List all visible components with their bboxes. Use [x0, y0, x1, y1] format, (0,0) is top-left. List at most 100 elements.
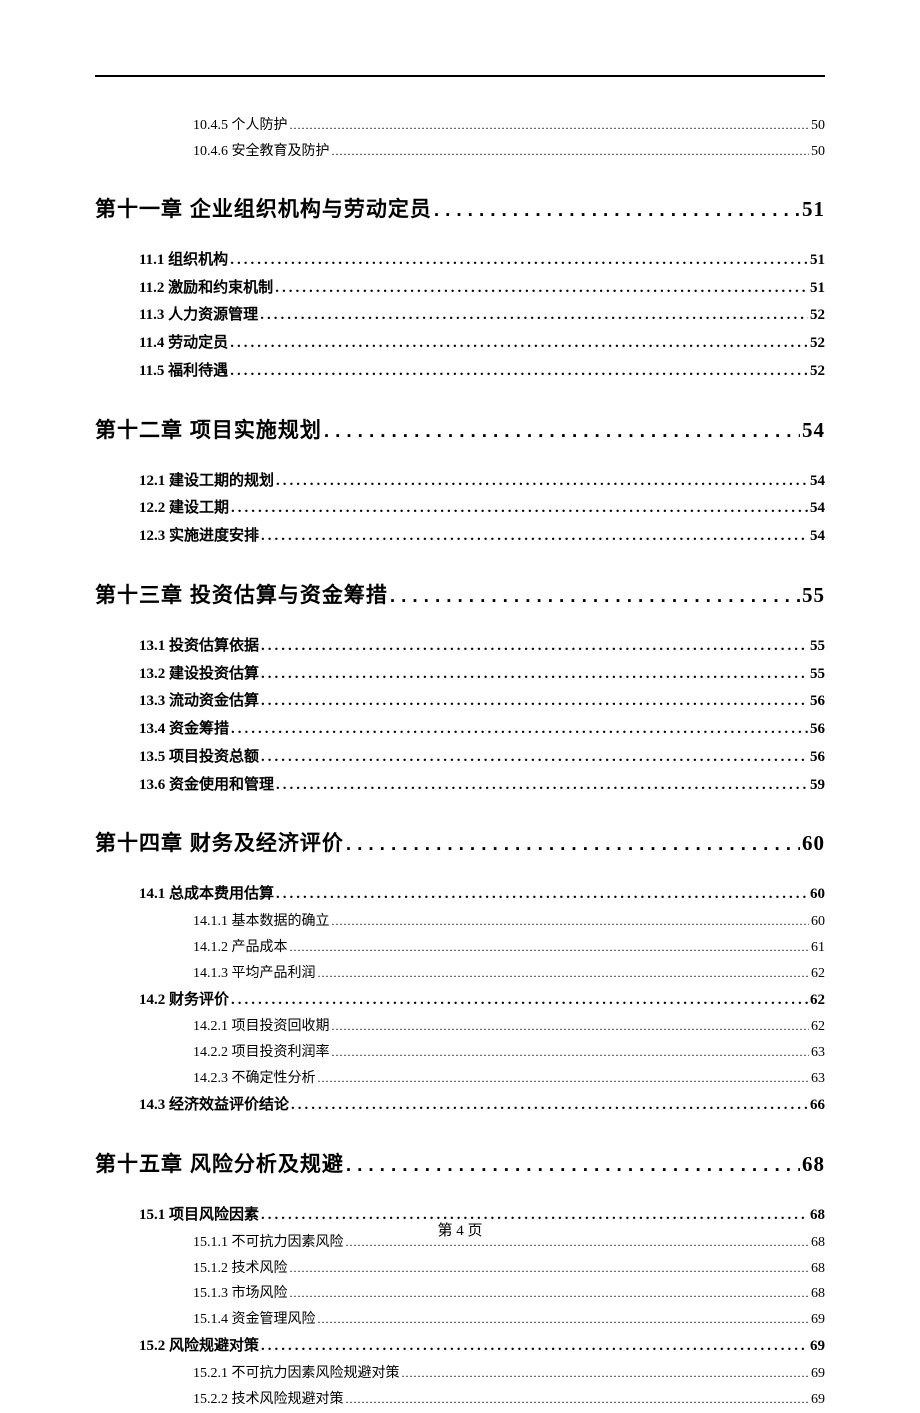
- toc-entry-subsection: 15.2.1 不可抗力因素风险规避对策.....................…: [193, 1361, 825, 1387]
- toc-entry-subsection: 14.2.1 项目投资回收期..........................…: [193, 1014, 825, 1040]
- toc-entry-chapter: 第十一章 企业组织机构与劳动定员........................…: [95, 193, 825, 223]
- toc-entry-subsection: 14.1.1 基本数据的确立..........................…: [193, 909, 825, 935]
- toc-leader-dots: ........................................…: [402, 1362, 810, 1384]
- toc-leader-dots: ........................................…: [332, 910, 810, 932]
- toc-entry-label: 第十二章 项目实施规划: [95, 414, 322, 444]
- toc-entry-section: 13.3 流动资金估算.............................…: [139, 688, 825, 716]
- toc-entry-label: 10.4.6 安全教育及防护: [193, 139, 330, 165]
- toc-entry-page: 54: [810, 523, 825, 551]
- toc-entry-subsection: 14.2.3 不确定性分析...........................…: [193, 1066, 825, 1092]
- toc-entry-label: 15.2.2 技术风险规避对策: [193, 1387, 344, 1413]
- toc-entry-subsection: 15.1.2 技术风险.............................…: [193, 1256, 825, 1282]
- toc-entry-section: 12.3 实施进度安排.............................…: [139, 523, 825, 551]
- toc-entry-page: 52: [810, 330, 825, 358]
- toc-leader-dots: ........................................…: [231, 716, 808, 744]
- toc-leader-dots: ........................................…: [324, 421, 800, 443]
- toc-entry-label: 12.2 建设工期: [139, 495, 229, 523]
- toc-entry-page: 52: [810, 302, 825, 330]
- toc-entry-page: 61: [811, 935, 825, 961]
- toc-leader-dots: ........................................…: [332, 1041, 810, 1063]
- toc-entry-label: 13.4 资金筹措: [139, 716, 229, 744]
- toc-entry-section: 11.5 福利待遇...............................…: [139, 358, 825, 386]
- toc-entry-page: 62: [811, 961, 825, 987]
- toc-leader-dots: ........................................…: [231, 987, 808, 1015]
- toc-leader-dots: ........................................…: [390, 586, 800, 608]
- toc-entry-page: 62: [810, 987, 825, 1015]
- toc-leader-dots: ........................................…: [276, 772, 808, 800]
- toc-entry-label: 14.1 总成本费用估算: [139, 881, 274, 909]
- toc-entry-label: 12.3 实施进度安排: [139, 523, 259, 551]
- toc-entry-section: 11.3 人力资源管理.............................…: [139, 302, 825, 330]
- toc-leader-dots: ........................................…: [318, 962, 810, 984]
- toc-entry-chapter: 第十四章 财务及经济评价............................…: [95, 827, 825, 857]
- toc-leader-dots: ........................................…: [261, 688, 808, 716]
- toc-leader-dots: ........................................…: [434, 200, 800, 222]
- toc-entry-section: 11.4 劳动定员...............................…: [139, 330, 825, 358]
- toc-entry-label: 14.2.3 不确定性分析: [193, 1066, 316, 1092]
- toc-entry-page: 69: [811, 1361, 825, 1387]
- toc-entry-section: 15.2 风险规避对策.............................…: [139, 1333, 825, 1361]
- toc-entry-page: 68: [811, 1256, 825, 1282]
- toc-entry-page: 56: [810, 688, 825, 716]
- toc-entry-subsection: 15.1.3 市场风险.............................…: [193, 1281, 825, 1307]
- toc-entry-page: 51: [810, 247, 825, 275]
- toc-leader-dots: ........................................…: [230, 247, 808, 275]
- toc-leader-dots: ........................................…: [291, 1092, 808, 1120]
- toc-entry-section: 11.1 组织机构...............................…: [139, 247, 825, 275]
- toc-leader-dots: ........................................…: [261, 1333, 808, 1361]
- toc-entry-page: 69: [811, 1307, 825, 1333]
- toc-entry-label: 14.1.2 产品成本: [193, 935, 288, 961]
- toc-leader-dots: ........................................…: [261, 523, 808, 551]
- toc-entry-label: 14.2.2 项目投资利润率: [193, 1040, 330, 1066]
- toc-entry-page: 60: [810, 881, 825, 909]
- toc-entry-subsection: 14.2.2 项目投资利润率..........................…: [193, 1040, 825, 1066]
- toc-entry-page: 54: [802, 418, 825, 443]
- toc-entry-section: 13.2 建设投资估算.............................…: [139, 661, 825, 689]
- header-rule: [95, 75, 825, 77]
- toc-entry-label: 15.2 风险规避对策: [139, 1333, 259, 1361]
- toc-leader-dots: ........................................…: [290, 1257, 810, 1279]
- table-of-contents: 10.4.5 个人防护.............................…: [95, 113, 825, 1413]
- toc-entry-page: 54: [810, 495, 825, 523]
- toc-entry-section: 13.1 投资估算依据.............................…: [139, 633, 825, 661]
- toc-entry-section: 11.2 激励和约束机制............................…: [139, 275, 825, 303]
- toc-leader-dots: ........................................…: [261, 744, 808, 772]
- toc-entry-page: 59: [810, 772, 825, 800]
- toc-entry-section: 14.2 财务评价...............................…: [139, 987, 825, 1015]
- toc-entry-subsection: 10.4.5 个人防护.............................…: [193, 113, 825, 139]
- toc-entry-subsection: 15.1.4 资金管理风险...........................…: [193, 1307, 825, 1333]
- toc-entry-label: 15.1.2 技术风险: [193, 1256, 288, 1282]
- toc-entry-label: 14.1.1 基本数据的确立: [193, 909, 330, 935]
- toc-entry-page: 55: [810, 661, 825, 689]
- toc-entry-page: 51: [810, 275, 825, 303]
- toc-entry-label: 15.1.3 市场风险: [193, 1281, 288, 1307]
- toc-entry-chapter: 第十三章 投资估算与资金筹措..........................…: [95, 579, 825, 609]
- toc-leader-dots: ........................................…: [318, 1308, 810, 1330]
- toc-entry-page: 56: [810, 716, 825, 744]
- page-container: 10.4.5 个人防护.............................…: [0, 0, 920, 1413]
- toc-entry-section: 12.1 建设工期的规划............................…: [139, 468, 825, 496]
- toc-entry-page: 62: [811, 1014, 825, 1040]
- toc-entry-section: 13.4 资金筹措...............................…: [139, 716, 825, 744]
- toc-entry-section: 13.6 资金使用和管理............................…: [139, 772, 825, 800]
- toc-entry-page: 60: [802, 831, 825, 856]
- toc-entry-label: 13.2 建设投资估算: [139, 661, 259, 689]
- toc-leader-dots: ........................................…: [290, 936, 810, 958]
- page-number: 第 4 页: [437, 1223, 482, 1239]
- toc-leader-dots: ........................................…: [261, 661, 808, 689]
- toc-entry-page: 66: [810, 1092, 825, 1120]
- toc-leader-dots: ........................................…: [260, 302, 808, 330]
- toc-entry-page: 68: [811, 1281, 825, 1307]
- toc-entry-page: 60: [811, 909, 825, 935]
- toc-entry-page: 63: [811, 1040, 825, 1066]
- toc-entry-label: 第十一章 企业组织机构与劳动定员: [95, 193, 432, 223]
- toc-entry-label: 第十五章 风险分析及规避: [95, 1148, 344, 1178]
- toc-entry-subsection: 10.4.6 安全教育及防护..........................…: [193, 139, 825, 165]
- toc-leader-dots: ........................................…: [230, 330, 808, 358]
- toc-entry-page: 50: [811, 113, 825, 139]
- toc-leader-dots: ........................................…: [290, 1282, 810, 1304]
- toc-entry-subsection: 14.1.3 平均产品利润...........................…: [193, 961, 825, 987]
- toc-leader-dots: ........................................…: [231, 495, 808, 523]
- toc-leader-dots: ........................................…: [346, 1388, 810, 1410]
- toc-entry-page: 56: [810, 744, 825, 772]
